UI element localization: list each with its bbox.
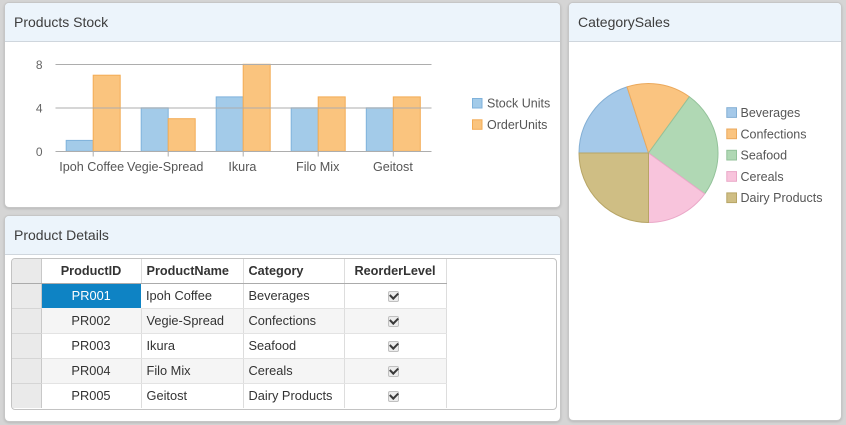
svg-text:Ipoh Coffee: Ipoh Coffee bbox=[59, 160, 124, 174]
svg-text:4: 4 bbox=[36, 101, 43, 115]
svg-text:Filo Mix: Filo Mix bbox=[296, 160, 340, 174]
svg-text:Cereals: Cereals bbox=[741, 170, 784, 184]
svg-text:Beverages: Beverages bbox=[741, 106, 801, 120]
svg-text:Vegie-Spread: Vegie-Spread bbox=[127, 160, 203, 174]
svg-text:Dairy Products: Dairy Products bbox=[741, 191, 823, 205]
svg-text:Seafood: Seafood bbox=[741, 149, 788, 163]
svg-text:Stock Units: Stock Units bbox=[487, 97, 550, 111]
svg-text:OrderUnits: OrderUnits bbox=[487, 118, 547, 132]
svg-text:Ikura: Ikura bbox=[228, 160, 256, 174]
svg-text:0: 0 bbox=[36, 145, 43, 159]
svg-text:8: 8 bbox=[36, 58, 43, 72]
svg-text:Confections: Confections bbox=[741, 127, 807, 141]
svg-text:Geitost: Geitost bbox=[373, 160, 413, 174]
